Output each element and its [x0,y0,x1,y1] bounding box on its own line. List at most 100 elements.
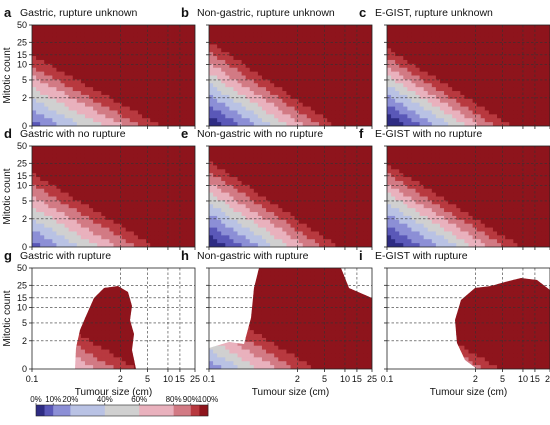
heat-cell [133,114,139,119]
heat-cell [298,36,304,41]
heat-cell [225,71,230,76]
heat-cell [117,215,123,221]
heat-cell [93,67,98,73]
heat-cell [286,231,291,236]
heat-cell [97,231,102,236]
heat-cell [419,67,425,73]
heat-cell [302,157,308,162]
heat-cell [431,102,437,107]
heat-cell [331,52,336,57]
heat-cell [221,231,226,236]
heat-cell [525,98,531,104]
heat-cell [339,63,344,69]
heat-cell [56,118,61,123]
heat-cell [537,114,543,119]
heat-cell [60,44,66,49]
heat-cell [142,149,147,155]
heat-cell [335,87,340,92]
heat-cell [355,83,361,88]
heat-cell [290,157,295,162]
heat-cell [225,40,230,45]
heat-cell [241,28,247,34]
heat-cell [266,28,271,34]
heat-cell [36,110,41,115]
heat-cell [76,215,82,221]
heat-cell [391,118,396,123]
heat-cell [355,71,361,76]
heat-cell [186,239,192,244]
heat-cell [186,157,192,162]
heat-cell [521,114,526,119]
heat-cell [468,71,473,76]
heat-cell [290,63,295,69]
heat-cell [266,200,271,205]
heat-cell [323,52,328,57]
heat-cell [347,102,353,107]
heat-cell [319,118,324,123]
heat-cell [190,48,195,53]
heat-cell [121,235,127,240]
heat-cell [286,219,291,225]
heat-cell [221,169,226,174]
heat-cell [137,56,143,61]
heat-cell [76,67,82,73]
heat-cell [419,106,425,111]
heat-cell [170,153,176,159]
heat-cell [241,44,247,49]
heat-cell [125,94,131,100]
heat-cell [129,36,135,41]
heat-cell [367,98,372,104]
heat-cell [213,52,218,57]
heat-cell [492,91,498,96]
heat-cell [142,48,147,53]
heat-cell [351,79,357,84]
heat-cell [351,40,357,45]
heat-cell [36,32,41,38]
heat-cell [166,118,171,123]
heat-cell [266,223,271,228]
heat-cell [129,59,135,65]
heat-cell [253,165,259,170]
heat-cell [237,235,243,240]
heat-cell [72,204,78,209]
heat-cell [76,122,82,126]
heat-cell [142,215,147,221]
heat-cell [323,59,328,65]
heat-cell [387,52,392,57]
heat-cell [294,122,300,126]
heat-cell [249,219,255,225]
heat-cell [113,235,118,240]
heat-cell [245,118,251,123]
heat-cell [186,177,192,182]
heat-cell [137,102,143,107]
heat-cell [36,59,41,65]
heat-cell [351,44,357,49]
heat-cell [327,98,332,104]
heat-cell [170,239,176,244]
heat-cell [294,235,300,240]
heat-cell [60,212,66,217]
heat-cell [76,161,82,166]
heat-cell [525,75,531,80]
heat-cell [56,56,61,61]
heat-cell [174,196,180,201]
heat-cell [80,149,86,155]
heat-cell [391,102,396,107]
heat-cell [423,67,429,73]
heat-cell [525,71,531,76]
heat-cell [166,83,171,88]
heat-cell [97,94,102,100]
heat-cell [253,122,259,126]
heat-cell [137,196,143,201]
heat-cell [278,83,283,88]
heat-cell [464,114,469,119]
heat-cell [261,208,267,213]
heat-cell [545,48,550,53]
heat-cell [190,59,195,65]
heat-cell [182,146,188,151]
heat-cell [105,106,110,111]
heat-cell [190,91,195,96]
heat-cell [60,94,66,100]
heat-cell [178,56,184,61]
heat-cell [241,25,247,30]
